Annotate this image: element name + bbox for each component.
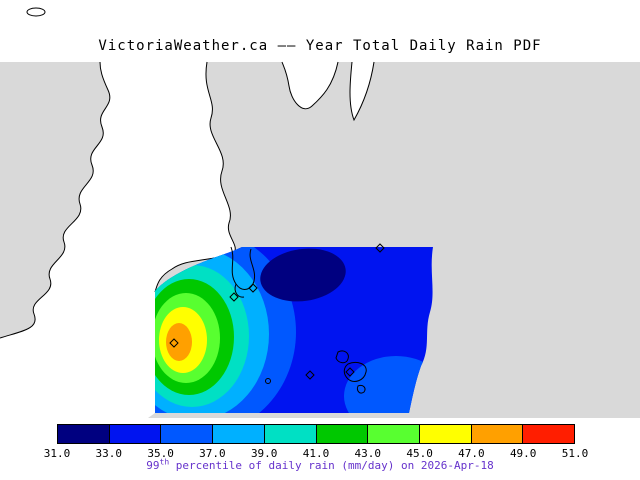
rain-field: [155, 247, 433, 413]
colorbar-tick-label: 51.0: [561, 447, 589, 460]
colorbar-segment: [58, 425, 109, 443]
colorbar-segment: [315, 425, 368, 443]
caption-value: 99: [146, 459, 160, 472]
colorbar-segment: [108, 425, 161, 443]
colorbar-ticks: 31.0 33.0 35.0 37.0 39.0 41.0 43.0 45.0 47.0 49.0…: [44, 447, 589, 460]
water-area: [0, 61, 375, 418]
peninsula-coastline: [154, 61, 236, 293]
colorbar-tick-label: 31.0: [43, 447, 71, 460]
caption-superscript: th: [159, 457, 170, 467]
colorbar-segment: [160, 425, 213, 443]
peninsula-tip-coastline: [230, 246, 256, 290]
colorbar-segment: [212, 425, 264, 443]
colorbar-tick-label: 33.0: [95, 447, 123, 460]
colorbar-tick-label: 45.0: [406, 447, 433, 460]
caption-text: percentile of daily rain (mm/day) on 202…: [169, 459, 494, 472]
colorbar-tick-label: 49.0: [509, 447, 537, 460]
station-marker: [169, 338, 179, 348]
colorbar-tick-label: 35.0: [147, 447, 174, 460]
offshore-islet: [26, 7, 46, 17]
station-marker: [229, 292, 239, 302]
overlay-coastline: [230, 246, 367, 394]
west-coastline: [0, 61, 111, 339]
colorbar-tick-label: 43.0: [354, 447, 382, 460]
colorbar-gradient: [57, 424, 575, 444]
colorbar-segment: [263, 425, 316, 443]
island-1: [335, 350, 349, 364]
colorbar-tick-label: 41.0: [302, 447, 330, 460]
station-marker: [248, 283, 258, 293]
harbour-coastline: [234, 283, 245, 298]
colorbar-segment: [470, 425, 523, 443]
colorbar-segment: [522, 425, 575, 443]
colorbar-caption: 99th percentile of daily rain (mm/day) o…: [0, 457, 640, 472]
inlet-water: [281, 61, 339, 110]
island-2: [343, 361, 367, 382]
island-4: [265, 378, 271, 384]
colorbar-segment: [367, 425, 419, 443]
island-3: [357, 385, 366, 394]
station-markers: [169, 243, 385, 380]
colorbar-tick-label: 37.0: [199, 447, 226, 460]
side-channel-water: [349, 61, 375, 122]
station-marker: [345, 367, 355, 377]
colorbar-tick-label: 39.0: [250, 447, 278, 460]
page-title: VictoriaWeather.ca –– Year Total Daily R…: [98, 38, 542, 54]
colorbar-segment: [418, 425, 471, 443]
colorbar-tick-label: 47.0: [458, 447, 485, 460]
strait-water: [0, 62, 236, 418]
station-marker: [305, 370, 315, 380]
coastline: [0, 7, 236, 339]
station-marker: [375, 243, 385, 253]
